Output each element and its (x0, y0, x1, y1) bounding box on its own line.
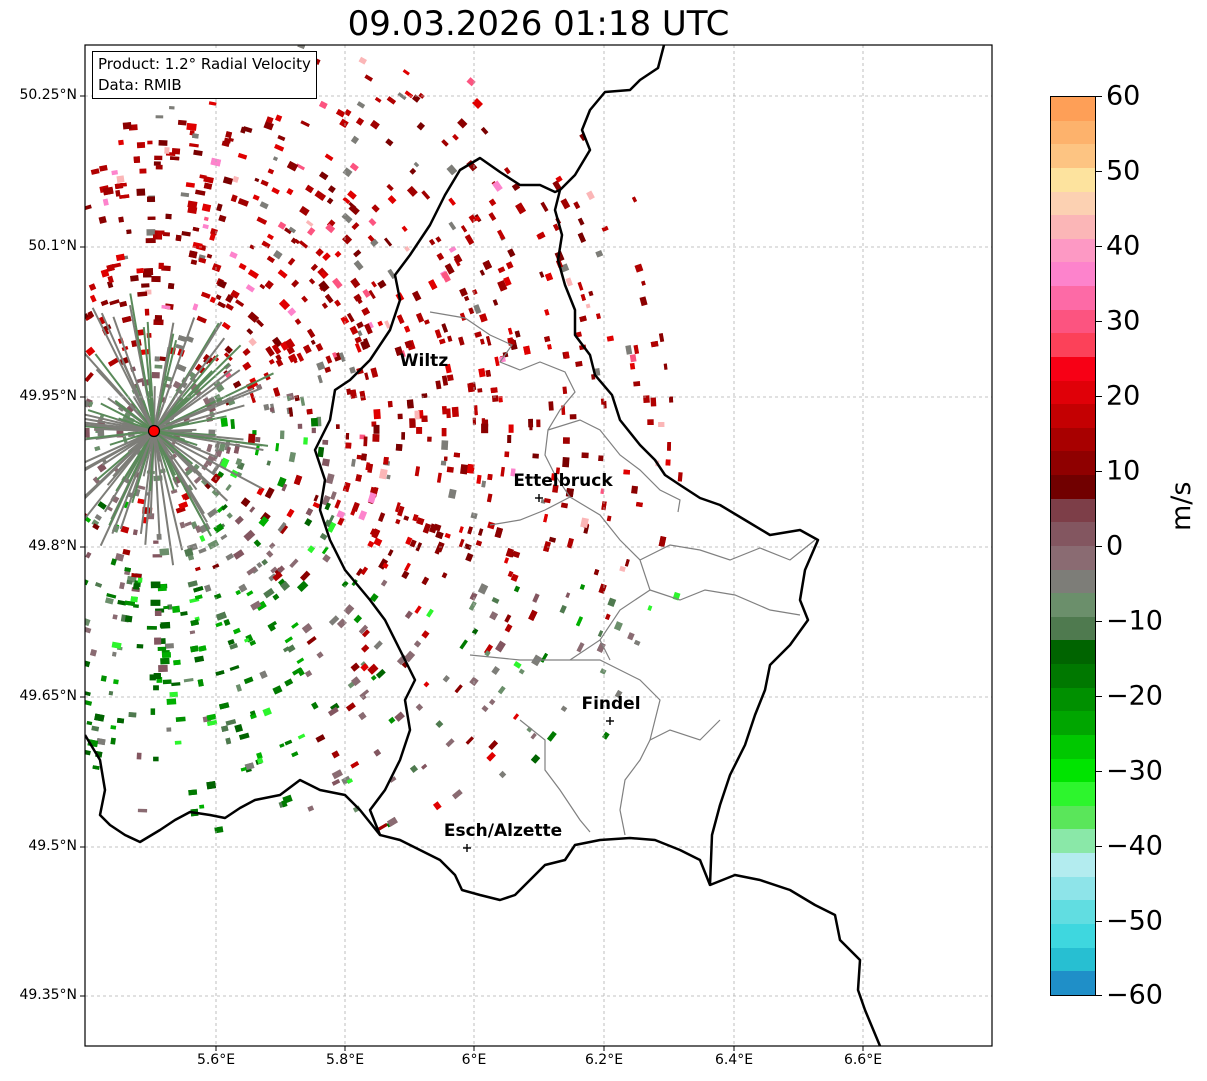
colorbar-band (1051, 593, 1095, 617)
city-label-wiltz: Wiltz (399, 351, 449, 371)
colorbar-band (1051, 167, 1095, 192)
colorbar-band (1051, 191, 1095, 216)
colorbar-band (1051, 805, 1095, 830)
colorbar-band (1051, 475, 1095, 499)
lat-label: 50.1°N (28, 238, 77, 254)
colorbar-tick: 40 (1106, 230, 1141, 262)
info-box: Product: 1.2° Radial Velocity Data: RMIB (92, 51, 317, 99)
colorbar-tick: −50 (1106, 905, 1163, 937)
colorbar-tick: −10 (1106, 605, 1163, 637)
colorbar-tick: −30 (1106, 755, 1163, 787)
colorbar-band (1051, 829, 1095, 853)
source-label: Data: RMIB (98, 76, 182, 94)
colorbar-band (1051, 640, 1095, 664)
lat-label: 49.65°N (19, 688, 77, 704)
colorbar-band (1051, 971, 1095, 995)
colorbar-band (1051, 569, 1095, 594)
colorbar-band (1051, 144, 1095, 168)
colorbar-band (1051, 404, 1095, 428)
product-label: Product: 1.2° Radial Velocity (98, 55, 311, 73)
colorbar-band (1051, 923, 1095, 948)
lat-label: 49.8°N (28, 538, 77, 554)
colorbar (1050, 96, 1096, 996)
colorbar-tick: 30 (1106, 305, 1141, 337)
colorbar-band (1051, 711, 1095, 735)
colorbar-band (1051, 545, 1095, 570)
colorbar-band (1051, 522, 1095, 546)
colorbar-unit: m/s (1166, 481, 1197, 531)
colorbar-tick: −40 (1106, 830, 1163, 862)
colorbar-band (1051, 758, 1095, 783)
colorbar-band (1051, 876, 1095, 901)
colorbar-tick: −60 (1106, 979, 1163, 1011)
colorbar-band (1051, 782, 1095, 806)
lon-label: 6.2°E (584, 1052, 624, 1068)
colorbar-band (1051, 120, 1095, 145)
colorbar-tick: −20 (1106, 680, 1163, 712)
city-markers (463, 494, 614, 852)
colorbar-band (1051, 380, 1095, 405)
colorbar-band (1051, 215, 1095, 239)
colorbar-tick: 10 (1106, 455, 1141, 487)
lat-label: 49.5°N (28, 838, 77, 854)
colorbar-band (1051, 286, 1095, 310)
national-borders (85, 45, 882, 1046)
colorbar-band (1051, 853, 1095, 877)
colorbar-band (1051, 309, 1095, 334)
lon-label: 6.6°E (843, 1052, 883, 1068)
colorbar-tick: 0 (1106, 530, 1124, 562)
canton-borders (429, 311, 816, 836)
radar-echoes (85, 45, 683, 834)
city-label-findel: Findel (581, 694, 641, 714)
colorbar-band (1051, 238, 1095, 263)
colorbar-band (1051, 498, 1095, 523)
colorbar-band (1051, 356, 1095, 381)
city-label-ettelbruck: Ettelbruck (513, 471, 613, 491)
colorbar-band (1051, 262, 1095, 286)
colorbar-band (1051, 97, 1095, 121)
colorbar-band (1051, 427, 1095, 452)
map-frame (84, 44, 993, 1047)
city-label-esch-alzette: Esch/Alzette (443, 821, 563, 841)
lon-label: 6°E (461, 1052, 487, 1068)
colorbar-band (1051, 687, 1095, 712)
map-title: 09.03.2026 01:18 UTC (347, 4, 730, 44)
colorbar-band (1051, 333, 1095, 357)
lat-label: 50.25°N (19, 87, 77, 103)
colorbar-tick: 20 (1106, 380, 1141, 412)
radar-site-marker (147, 424, 161, 438)
lon-label: 6.4°E (714, 1052, 754, 1068)
colorbar-band (1051, 616, 1095, 641)
lat-label: 49.35°N (19, 987, 77, 1003)
colorbar-band (1051, 900, 1095, 924)
gridlines (85, 45, 992, 1046)
colorbar-band (1051, 947, 1095, 972)
lat-label: 49.95°N (19, 388, 77, 404)
colorbar-tick: 50 (1106, 155, 1141, 187)
lon-label: 5.6°E (196, 1052, 236, 1068)
colorbar-tick: 60 (1106, 80, 1141, 112)
colorbar-band (1051, 451, 1095, 475)
colorbar-band (1051, 664, 1095, 688)
colorbar-band (1051, 734, 1095, 759)
lon-label: 5.8°E (325, 1052, 365, 1068)
